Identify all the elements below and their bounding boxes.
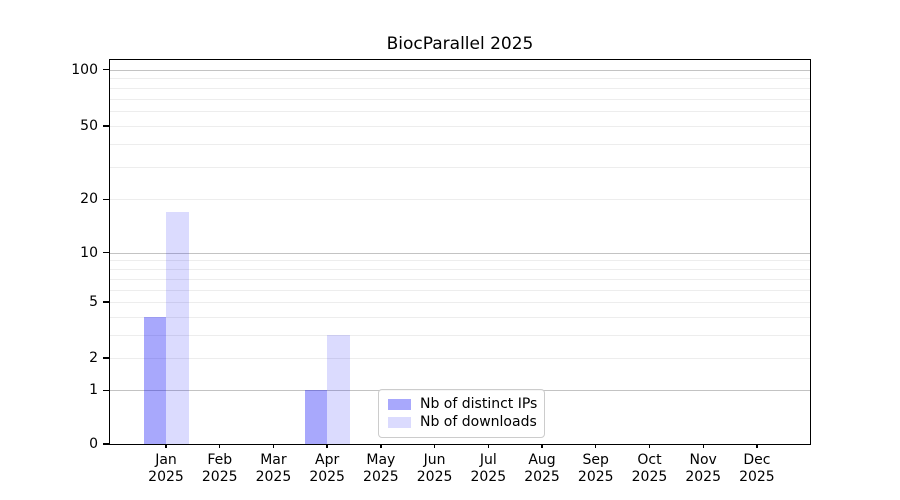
major-gridline-10 <box>110 252 810 254</box>
x-tick-label-aug: Aug 2025 <box>524 452 560 485</box>
x-tick-label-may: May 2025 <box>363 452 399 485</box>
minor-gridline-8 <box>110 268 810 270</box>
y-tick-label-5: 5 <box>89 294 98 311</box>
y-tick-label-1: 1 <box>89 382 98 399</box>
minor-gridline-6 <box>110 289 810 291</box>
minor-gridline-50 <box>110 126 810 128</box>
x-tick-nov <box>702 444 704 448</box>
x-tick-jun <box>433 444 436 448</box>
x-tick-dec <box>756 444 758 448</box>
x-tick-jan <box>165 444 167 448</box>
y-tick-10 <box>103 251 109 254</box>
x-tick-label-jan: Jan 2025 <box>148 452 184 485</box>
distinct-ips-swatch <box>388 399 411 410</box>
y-tick-5 <box>103 301 109 303</box>
y-tick-label-100: 100 <box>71 61 98 78</box>
x-tick-may <box>380 444 382 448</box>
minor-gridline-60 <box>110 111 810 113</box>
x-tick-label-nov: Nov 2025 <box>685 452 721 485</box>
minor-gridline-70 <box>110 98 810 100</box>
x-tick-label-dec: Dec 2025 <box>739 452 775 485</box>
legend: Nb of distinct IPs Nb of downloads <box>378 389 545 438</box>
chart-title: BiocParallel 2025 <box>386 34 534 54</box>
x-tick-aug <box>541 444 543 448</box>
bar-apr-nb-of-downloads <box>327 335 350 444</box>
y-tick-label-10: 10 <box>80 244 98 261</box>
x-tick-jul <box>487 444 489 448</box>
minor-gridline-3 <box>110 335 810 336</box>
legend-item-distinct-ips: Nb of distinct IPs <box>388 396 538 413</box>
bar-jan-nb-of-downloads <box>166 212 189 444</box>
minor-gridline-90 <box>110 78 810 80</box>
downloads-swatch <box>388 417 411 428</box>
y-tick-1 <box>103 389 109 392</box>
x-tick-sep <box>595 444 597 448</box>
y-tick-50 <box>103 125 109 127</box>
y-tick-2 <box>103 357 109 359</box>
y-tick-label-20: 20 <box>80 191 98 208</box>
x-tick-label-jul: Jul 2025 <box>470 452 507 485</box>
y-tick-0 <box>103 443 109 445</box>
x-tick-label-sep: Sep 2025 <box>577 452 614 485</box>
y-tick-label-50: 50 <box>80 118 98 135</box>
minor-gridline-20 <box>110 199 810 201</box>
plot-area <box>110 60 810 444</box>
x-tick-apr <box>326 444 328 448</box>
legend-label-distinct-ips: Nb of distinct IPs <box>420 396 538 412</box>
bar-jan-nb-of-distinct-ips <box>143 316 166 444</box>
legend-label-downloads: Nb of downloads <box>420 414 537 430</box>
x-tick-label-jun: Jun 2025 <box>416 452 453 485</box>
x-tick-feb <box>219 444 221 448</box>
minor-gridline-40 <box>110 144 810 146</box>
legend-item-downloads: Nb of downloads <box>388 414 537 431</box>
x-tick-label-feb: Feb 2025 <box>201 452 238 485</box>
minor-gridline-7 <box>110 278 810 280</box>
y-tick-label-0: 0 <box>89 436 98 452</box>
y-tick-label-2: 2 <box>89 350 98 367</box>
minor-gridline-5 <box>110 302 810 304</box>
bar-apr-nb-of-distinct-ips <box>304 390 328 444</box>
y-tick-20 <box>103 198 109 200</box>
x-tick-oct <box>648 444 651 448</box>
minor-gridline-30 <box>110 167 810 169</box>
x-tick-mar <box>272 444 275 448</box>
x-tick-label-apr: Apr 2025 <box>309 452 345 485</box>
x-tick-label-mar: Mar 2025 <box>255 452 292 485</box>
minor-gridline-80 <box>110 87 810 89</box>
minor-gridline-2 <box>110 358 810 360</box>
major-gridline-100 <box>110 69 810 71</box>
y-tick-100 <box>103 68 109 71</box>
minor-gridline-9 <box>110 260 810 262</box>
minor-gridline-4 <box>110 316 810 318</box>
x-tick-label-oct: Oct 2025 <box>631 452 668 485</box>
